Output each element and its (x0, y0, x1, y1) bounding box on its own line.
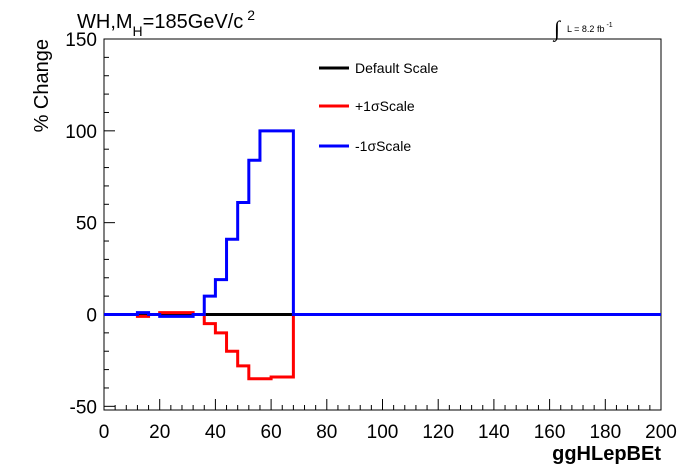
x-tick-label: 40 (205, 422, 226, 443)
luminosity-unit-exp: -1 (606, 22, 612, 29)
plot-frame (103, 38, 662, 411)
luminosity-text: L = 8.2 fb -1 (567, 22, 613, 34)
title-subscript: H (133, 23, 143, 39)
legend-label-minus1sigma: -1σScale (355, 138, 411, 154)
y-tick-label: 100 (65, 122, 97, 143)
title-suffix: =185GeV/c (143, 11, 244, 33)
luminosity-value: L = 8.2 fb (567, 24, 604, 34)
y-axis-label: % Change (31, 39, 53, 132)
luminosity-label: ∫ L = 8.2 fb -1 (552, 16, 613, 42)
x-tick-label: 120 (422, 422, 454, 443)
x-tick-label: 60 (261, 422, 282, 443)
series-lines (104, 129, 661, 381)
x-tick-label: 100 (367, 422, 399, 443)
y-tick-label: -50 (70, 397, 97, 418)
x-axis-label: ggHLepBEt (552, 443, 661, 465)
y-tick-label: 50 (76, 214, 97, 235)
y-tick-label: 0 (86, 305, 97, 326)
x-tick-label: 140 (478, 422, 510, 443)
chart-title: WH,MH=185GeV/c 2 (77, 7, 255, 39)
legend-label-default: Default Scale (355, 60, 438, 76)
series-plus1sigma-scale (104, 311, 661, 381)
legend-label-plus1sigma: +1σScale (355, 98, 415, 114)
title-superscript: 2 (247, 7, 255, 23)
x-tick-label: 160 (534, 422, 566, 443)
series-minus1sigma-scale (104, 129, 661, 318)
x-tick-label: 20 (149, 422, 170, 443)
title-prefix: WH,M (77, 11, 133, 33)
integral-sign: ∫ (552, 16, 562, 42)
x-tick-label: 80 (316, 422, 337, 443)
axis-ticks (103, 38, 662, 410)
legend: Default Scale +1σScale -1σScale (319, 60, 438, 154)
x-tick-label: 180 (589, 422, 621, 443)
x-tick-label: 0 (99, 422, 110, 443)
x-tick-label: 200 (645, 422, 677, 443)
y-tick-label: 150 (65, 30, 97, 51)
